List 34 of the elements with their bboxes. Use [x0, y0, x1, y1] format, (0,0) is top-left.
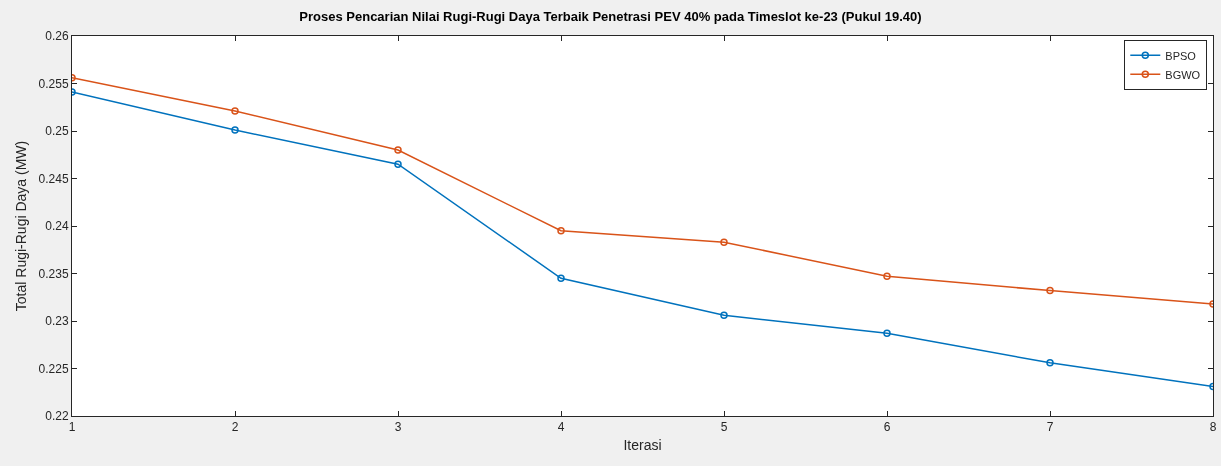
point	[231, 126, 239, 134]
y-tick-label: 0.235	[38, 266, 69, 281]
point	[1046, 359, 1054, 367]
point	[720, 311, 728, 320]
x-tick-label: 4	[557, 420, 565, 435]
point	[231, 107, 239, 115]
y-tick-label: 0.225	[38, 361, 69, 376]
y-tick-label: 0.255	[38, 76, 69, 91]
x-tick-label: 6	[883, 420, 891, 435]
point	[720, 238, 728, 246]
x-tick-label: 8	[1209, 420, 1217, 435]
legend-label: BGWO	[1165, 68, 1201, 81]
point	[883, 329, 891, 338]
y-tick-label: 0.245	[38, 171, 69, 186]
point	[883, 272, 891, 281]
x-tick-label: 3	[394, 420, 402, 435]
x-tick-label: 1	[68, 420, 76, 435]
point	[394, 146, 402, 154]
point	[557, 227, 565, 235]
x-tick-label: 7	[1046, 420, 1054, 435]
point	[394, 160, 402, 168]
y-tick-label: 0.23	[45, 314, 69, 329]
chart-title: Proses Pencarian Nilai Rugi-Rugi Daya Terbaik Penetrasi PEV 40% pada Timeslot ke-23 (Pukul 19.40)	[299, 8, 922, 24]
x-tick-label: 2	[231, 420, 239, 435]
y-tick-label: 0.24	[45, 219, 69, 234]
point	[557, 274, 565, 282]
y-tick-label: 0.25	[45, 124, 69, 139]
y-axis-title: Total Rugi-Rugi Daya (MW)	[13, 140, 30, 312]
point	[1046, 286, 1054, 295]
x-axis-title: Iterasi	[623, 436, 662, 453]
x-tick-label: 5	[720, 420, 728, 435]
legend-label: BPSO	[1165, 49, 1197, 62]
y-tick-label: 0.22	[45, 409, 69, 424]
y-tick-label: 0.26	[45, 29, 69, 44]
